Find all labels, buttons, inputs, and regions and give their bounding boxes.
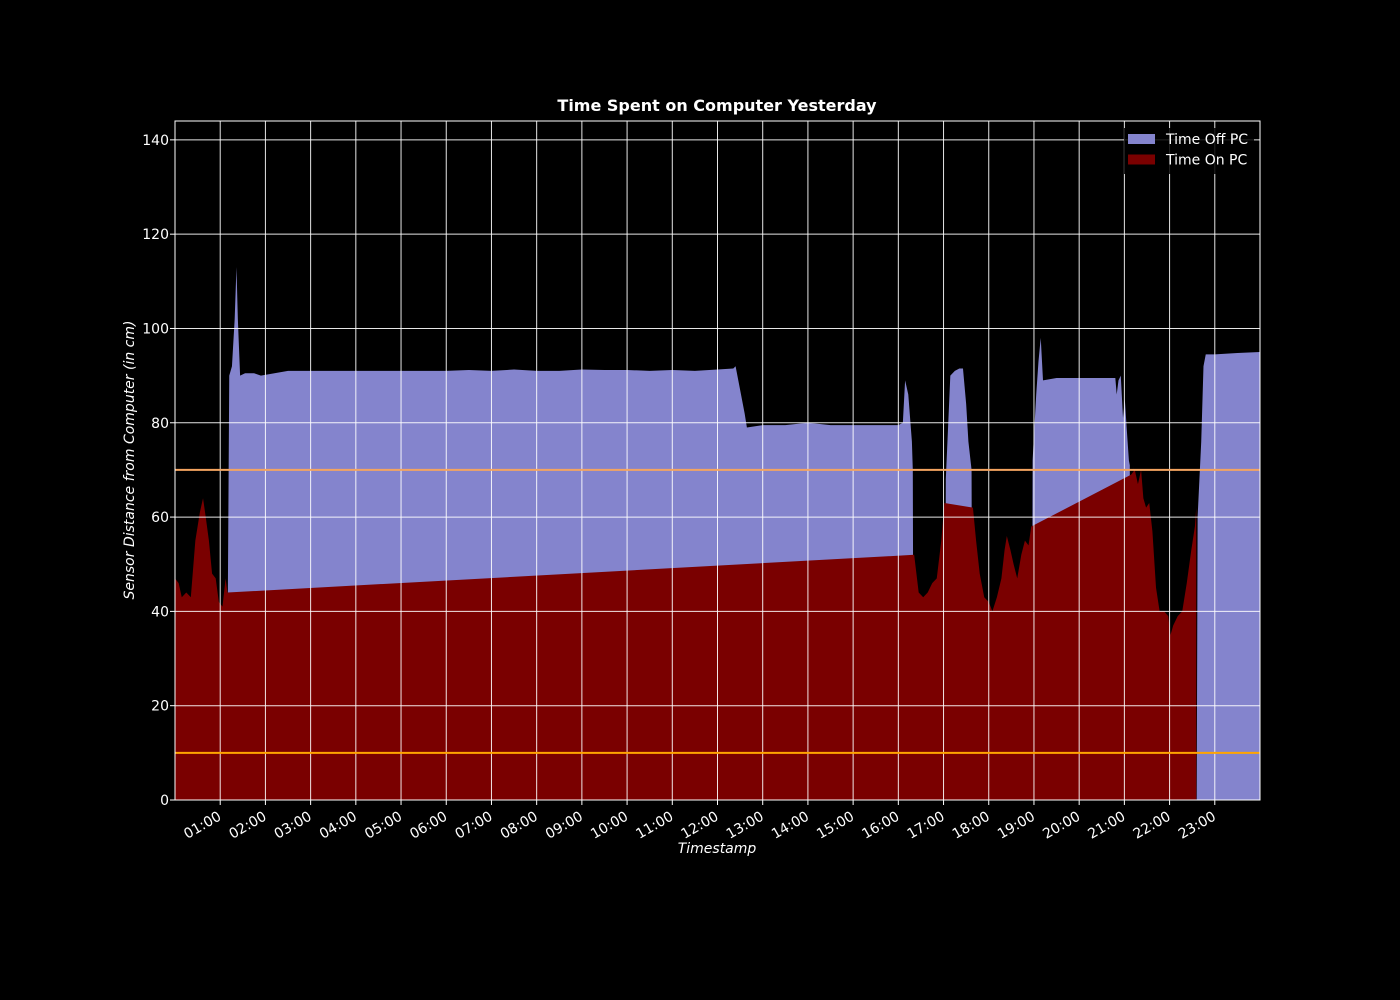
legend-swatch-0 <box>1128 134 1155 144</box>
legend-swatch-1 <box>1128 154 1155 165</box>
y-tick-label-1: 20 <box>151 699 169 715</box>
legend-label-0: Time Off PC <box>1165 132 1248 148</box>
y-tick-label-4: 80 <box>151 416 169 432</box>
area-series-1 <box>175 469 1197 800</box>
y-tick-label-3: 60 <box>151 510 169 526</box>
x-axis-label: Timestamp <box>678 841 757 857</box>
y-tick-label-5: 100 <box>142 321 169 337</box>
y-tick-label-2: 40 <box>151 604 169 620</box>
y-tick-label-7: 140 <box>142 133 169 149</box>
y-tick-label-6: 120 <box>142 227 169 243</box>
legend: Time Off PC Time On PC <box>1124 128 1254 174</box>
legend-label-1: Time On PC <box>1165 153 1247 169</box>
y-tick-label-0: 0 <box>160 793 169 809</box>
y-axis-label: Sensor Distance from Computer (in cm) <box>122 321 138 600</box>
chart-title: Time Spent on Computer Yesterday <box>557 96 877 115</box>
